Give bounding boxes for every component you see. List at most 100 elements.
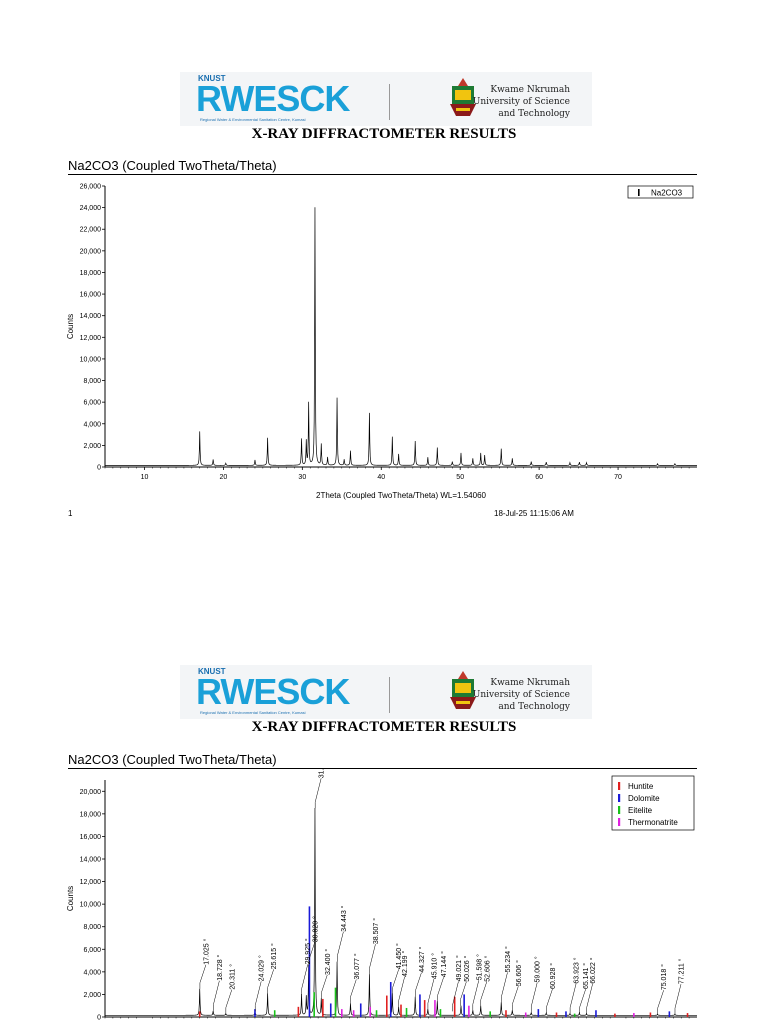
legend-swatch xyxy=(618,794,621,802)
peak-label: 45.910 ° xyxy=(430,953,438,979)
y-tick-label: 4,000 xyxy=(83,421,101,428)
university-name: Kwame Nkrumah University of Science and … xyxy=(470,677,570,713)
y-tick-label: 0 xyxy=(97,465,101,472)
xrd-chart-1: 0 2,000 4,000 6,000 8,000 10,000 12,000 14,000 1… xyxy=(66,184,697,500)
peak-label: 66.022 ° xyxy=(589,957,597,983)
y-tick-label: 20,000 xyxy=(80,248,102,255)
peak-label-leader xyxy=(301,964,308,995)
y-tick-label: 14,000 xyxy=(80,313,102,320)
x-tick-label: 30 xyxy=(298,474,306,481)
peak-label: 75.018 ° xyxy=(660,964,668,990)
header-band xyxy=(180,72,592,126)
rwesck-subtitle: Regional Water & Environmental Sanitatio… xyxy=(200,117,306,122)
rwesck-logo: RWESCK xyxy=(196,671,350,712)
university-line-2: University of Science xyxy=(472,97,570,107)
peak-label: 31.627 ° xyxy=(318,769,326,778)
university-line-2: University of Science xyxy=(472,690,570,700)
peak-label: 41.450 ° xyxy=(395,943,403,969)
x-tick-label: 10 xyxy=(141,474,149,481)
peak-label-leader xyxy=(369,944,376,975)
peak-label-leader xyxy=(267,969,274,994)
peak-label-leader xyxy=(512,986,519,1011)
peak-label: 38.507 ° xyxy=(372,918,380,944)
y-tick-label: 16,000 xyxy=(80,834,102,841)
legend-label: Dolomite xyxy=(628,794,660,803)
timestamp: 18-Jul-25 11:15:06 AM xyxy=(494,509,574,518)
peak-label: 18.728 ° xyxy=(216,954,224,980)
y-tick-label: 12,000 xyxy=(80,335,102,342)
rwesck-logo: RWESCK xyxy=(196,78,350,119)
university-line-3: and Technology xyxy=(498,702,570,712)
y-tick-label: 0 xyxy=(97,1015,101,1022)
legend-swatch xyxy=(618,806,621,814)
legend-label: Huntite xyxy=(628,782,654,791)
peak-label: 44.327 ° xyxy=(418,946,426,972)
chart-title: Na2CO3 (Coupled TwoTheta/Theta) xyxy=(68,752,277,767)
y-tick-label: 10,000 xyxy=(80,356,102,363)
header-divider xyxy=(389,84,390,120)
peak-label-leader xyxy=(254,981,262,1012)
peak-label-leader xyxy=(337,931,344,962)
y-tick-label: 8,000 xyxy=(83,378,101,385)
peak-label-leader xyxy=(674,984,682,1015)
y-axis-label: Counts xyxy=(66,886,75,911)
peak-label: 36.077 ° xyxy=(353,953,361,979)
y-tick-label: 6,000 xyxy=(83,400,101,407)
x-tick-label: 40 xyxy=(377,474,385,481)
peak-label: 30.820 ° xyxy=(311,916,319,942)
y-tick-label: 18,000 xyxy=(80,270,102,277)
y-axis-label: Counts xyxy=(66,314,75,339)
peak-label-leader xyxy=(569,983,577,1014)
peak-label-leader xyxy=(530,982,538,1013)
peak-label-leader xyxy=(350,979,357,1004)
peak-label-leader xyxy=(314,778,322,809)
y-tick-label: 12,000 xyxy=(80,879,102,886)
knust-small-label: KNUST xyxy=(198,74,226,83)
university-name: Kwame Nkrumah University of Science and … xyxy=(470,84,570,120)
y-tick-label: 24,000 xyxy=(80,205,102,212)
legend-label: Eitelite xyxy=(628,806,653,815)
x-axis-label: 2Theta (Coupled TwoTheta/Theta) WL=1.540… xyxy=(316,491,487,500)
knust-crest-icon xyxy=(450,671,476,709)
title-rule xyxy=(68,768,697,769)
title-rule xyxy=(68,174,697,175)
peak-label-leader xyxy=(213,980,220,1011)
peak-label: 77.211 ° xyxy=(677,958,685,984)
peak-label: 60.928 ° xyxy=(549,963,557,989)
legend-swatch xyxy=(618,782,621,790)
peak-label-leader xyxy=(398,976,405,1007)
y-tick-label: 8,000 xyxy=(83,924,101,931)
peak-label: 55.234 ° xyxy=(504,946,512,972)
peak-label: 59.000 ° xyxy=(534,956,542,982)
knust-small-label: KNUST xyxy=(198,667,226,676)
university-line-1: Kwame Nkrumah xyxy=(490,678,570,688)
peak-label: 34.443 ° xyxy=(340,905,348,931)
peak-label: 24.029 ° xyxy=(258,955,266,981)
y-tick-label: 10,000 xyxy=(80,902,102,909)
header-band xyxy=(180,665,592,719)
peak-label-leader xyxy=(199,964,207,989)
peak-label-leader xyxy=(480,981,488,1006)
y-tick-label: 18,000 xyxy=(80,811,102,818)
peak-label: 56.606 ° xyxy=(515,960,523,986)
results-title: X-RAY DIFFRACTOMETER RESULTS xyxy=(251,126,517,142)
knust-crest-icon xyxy=(450,78,476,116)
peak-label: 29.925 ° xyxy=(304,938,312,964)
legend-label: Na2CO3 xyxy=(651,189,683,198)
peak-label-leader xyxy=(472,980,480,1011)
peak-label: 63.923 ° xyxy=(573,957,581,983)
peak-label: 51.598 ° xyxy=(475,954,483,980)
rwesck-subtitle: Regional Water & Environmental Sanitatio… xyxy=(200,710,306,715)
y-tick-label: 20,000 xyxy=(80,789,102,796)
y-tick-label: 26,000 xyxy=(80,184,102,191)
y-tick-label: 4,000 xyxy=(83,969,101,976)
peak-label-leader xyxy=(225,989,233,1014)
peak-label-leader xyxy=(321,974,328,999)
peak-label-leader xyxy=(308,942,316,967)
x-tick-label: 60 xyxy=(535,474,543,481)
peak-label: 25.615 ° xyxy=(270,943,278,969)
peak-label-leader xyxy=(427,979,435,1010)
legend-swatch xyxy=(618,818,621,826)
x-tick-label: 20 xyxy=(220,474,228,481)
peak-label: 47.144 ° xyxy=(440,951,448,977)
